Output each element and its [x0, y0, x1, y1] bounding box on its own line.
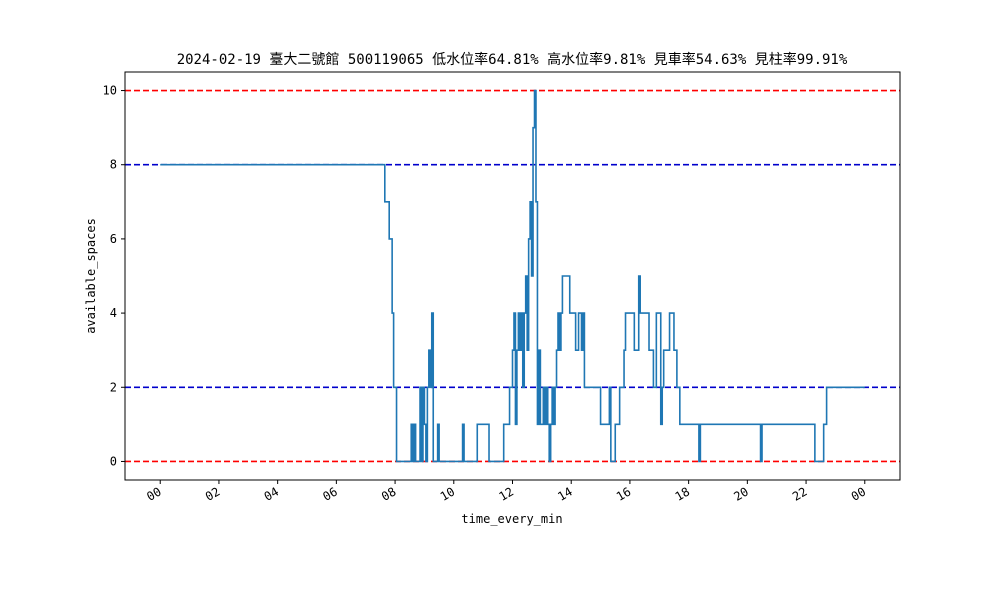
y-tick-label: 0 [110, 454, 117, 468]
x-tick-label: 04 [262, 484, 282, 503]
x-tick-label: 18 [673, 484, 693, 503]
x-tick-label: 14 [555, 484, 575, 503]
x-tick-label: 02 [203, 484, 223, 503]
x-tick-label: 00 [144, 484, 164, 503]
y-axis-title: available_spaces [84, 218, 98, 334]
y-tick-label: 4 [110, 306, 117, 320]
x-tick-label: 06 [320, 484, 340, 503]
x-tick-label: 10 [438, 484, 458, 503]
x-tick-label: 22 [790, 484, 810, 503]
series-line-available_spaces [160, 89, 865, 463]
x-tick-label: 20 [731, 484, 751, 503]
chart-title: 2024-02-19 臺大二號館 500119065 低水位率64.81% 高水… [177, 51, 848, 68]
y-tick-label: 2 [110, 380, 117, 394]
x-tick-label: 16 [614, 484, 634, 503]
x-tick-label: 08 [379, 484, 399, 503]
x-axis-title: time_every_min [461, 512, 562, 526]
y-tick-label: 10 [103, 84, 117, 98]
y-tick-label: 6 [110, 232, 117, 246]
y-tick-label: 8 [110, 158, 117, 172]
x-tick-label: 00 [849, 484, 869, 503]
x-axis: 00 02 04 06 08 10 12 14 16 18 20 22 00 [144, 480, 868, 504]
y-axis: 0 2 4 6 8 10 [103, 84, 125, 468]
x-tick-label: 12 [496, 484, 516, 503]
series-layer [160, 89, 865, 463]
